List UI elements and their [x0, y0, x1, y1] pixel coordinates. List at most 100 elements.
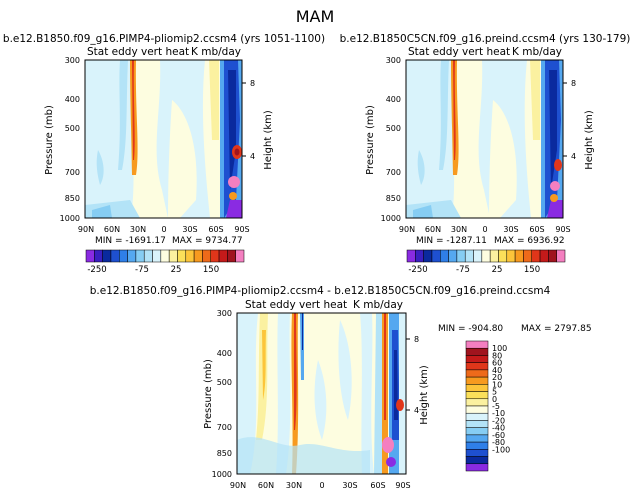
colorbar-swatch: [177, 249, 187, 263]
colorbar-swatch: [210, 249, 220, 263]
x-tick: 0: [319, 481, 324, 490]
y-tick: 850: [217, 449, 232, 458]
y-tick: 850: [386, 194, 401, 203]
colorbar-swatch: [465, 420, 489, 428]
colorbar-swatch: [465, 449, 489, 457]
colorbar-swatch: [110, 249, 120, 263]
x-tick: 90S: [234, 225, 249, 234]
heatmap-field: [406, 60, 563, 218]
colorbar-swatch: [539, 249, 549, 263]
colorbar-label: 10: [492, 380, 502, 389]
max-label: MAX = 6936.92: [494, 236, 565, 246]
colorbar-swatch: [506, 249, 516, 263]
colorbar-swatch: [465, 463, 489, 472]
panel-title: b.e12.B1850C5CN.f09_g16.preind.ccsm4 (yr…: [340, 33, 631, 45]
colorbar-swatch: [498, 249, 508, 263]
colorbar-label: 40: [492, 366, 502, 375]
colorbar-swatch: [94, 249, 103, 263]
right-axis-label: Height (km): [584, 110, 595, 170]
colorbar-label: 20: [492, 373, 502, 382]
colorbar-swatch: [556, 249, 566, 263]
plot-frame: [84, 59, 243, 219]
colorbar-swatch: [465, 369, 489, 378]
colorbar-swatch: [514, 249, 524, 263]
colorbar-swatch: [465, 427, 489, 436]
y-tick: 300: [217, 309, 232, 318]
right-tick: 8: [414, 335, 419, 344]
colorbar-swatch: [235, 249, 245, 263]
colorbar-label: -250: [408, 265, 427, 275]
colorbar-label: 150: [203, 265, 219, 275]
y-tick: 400: [65, 95, 80, 104]
x-tick: 30S: [503, 225, 518, 234]
right-tick: 4: [414, 406, 419, 415]
x-tick: 90S: [395, 481, 410, 490]
x-tick: 30N: [286, 481, 302, 490]
colorbar-swatch: [465, 376, 489, 385]
y-tick: 700: [217, 423, 232, 432]
colorbar-label: 0: [492, 395, 497, 404]
x-tick: 90N: [78, 225, 94, 234]
colorbar-label: 25: [171, 265, 182, 275]
colorbar-swatch: [119, 249, 128, 263]
subtitle-right: K mb/day: [353, 299, 403, 311]
colorbar-swatch: [464, 249, 474, 263]
y-tick: 500: [386, 124, 401, 133]
x-tick: 90N: [399, 225, 415, 234]
y-tick: 1000: [212, 470, 232, 479]
colorbar-swatch: [465, 347, 489, 356]
subtitle-left: Stat eddy vert heat: [408, 46, 510, 58]
subtitle-right: K mb/day: [512, 46, 562, 58]
colorbar-swatch: [465, 398, 489, 407]
colorbar-swatch: [448, 249, 458, 263]
colorbar-swatch: [465, 355, 489, 363]
colorbar-swatch: [440, 249, 449, 263]
right-axis-label: Height (km): [419, 365, 430, 425]
panel-pliomip: b.e12.B1850.f09_g16.PIMP4-pliomip2.ccsm4…: [3, 33, 325, 275]
colorbar-swatch: [465, 340, 489, 349]
x-tick: 90N: [230, 481, 246, 490]
y-tick: 300: [65, 56, 80, 65]
colorbar-swatch: [127, 249, 137, 263]
colorbar-swatch: [135, 249, 145, 263]
panel-preind: b.e12.B1850C5CN.f09_g16.preind.ccsm4 (yr…: [340, 33, 631, 275]
y-tick: 1000: [60, 214, 80, 223]
colorbar-swatch: [481, 249, 491, 263]
colorbar-swatch: [523, 249, 532, 263]
colorbar-label: 100: [492, 344, 507, 353]
panel-title: b.e12.B1850.f09_g16.PIMP4-pliomip2.ccsm4…: [3, 33, 325, 45]
plot-frame: [236, 312, 407, 475]
colorbar-swatch: [465, 384, 489, 392]
colorbar-swatch: [465, 456, 489, 465]
x-tick: 60N: [104, 225, 120, 234]
colorbar-label: -100: [492, 445, 510, 454]
season-title: MAM: [296, 7, 335, 26]
colorbar-swatch: [456, 249, 466, 263]
colorbar-swatch: [423, 249, 433, 263]
right-tick: 8: [250, 79, 255, 88]
colorbar-swatch: [202, 249, 211, 263]
x-tick: 60S: [529, 225, 544, 234]
colorbar-swatch: [102, 249, 112, 263]
colorbar-swatch: [143, 249, 153, 263]
plot-frame: [405, 59, 564, 219]
colorbar-label: -10: [492, 409, 505, 418]
x-tick: 0: [482, 225, 487, 234]
colorbar-label: -80: [492, 438, 505, 447]
colorbar-swatch: [406, 249, 416, 263]
x-tick: 30N: [451, 225, 467, 234]
colorbar: [85, 249, 245, 263]
right-tick: 4: [571, 152, 576, 161]
min-label: MIN = -1287.11: [416, 236, 487, 246]
colorbar-swatch: [465, 412, 489, 421]
max-label: MAX = 9734.77: [172, 236, 243, 246]
y-tick: 500: [217, 378, 232, 387]
colorbar-label: -250: [87, 265, 106, 275]
x-tick: 90S: [555, 225, 570, 234]
subtitle-left: Stat eddy vert heat: [245, 299, 347, 311]
right-axis-label: Height (km): [263, 110, 274, 170]
subtitle-right: K mb/day: [191, 46, 241, 58]
heatmap-field: [85, 60, 242, 218]
x-tick: 60N: [258, 481, 274, 490]
